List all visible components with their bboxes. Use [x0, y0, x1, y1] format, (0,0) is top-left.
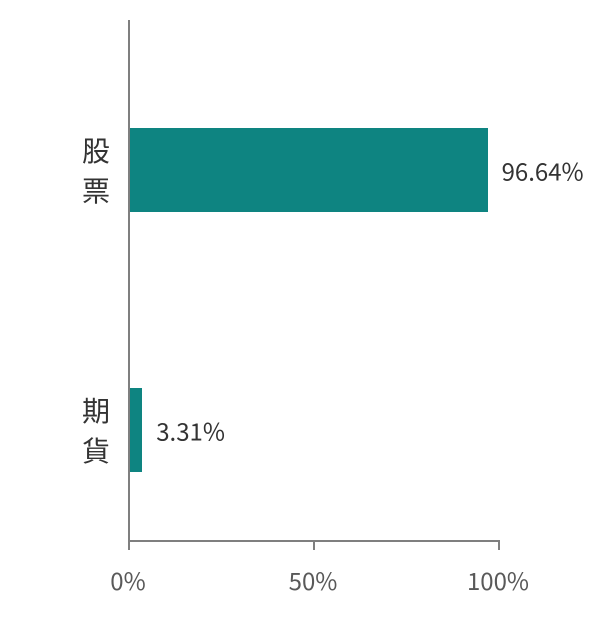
value-label: 96.64%	[502, 153, 584, 188]
bar	[130, 388, 142, 472]
value-label: 3.31%	[156, 413, 225, 448]
x-axis-tick	[498, 540, 500, 550]
x-axis-tick	[128, 540, 130, 550]
bar	[130, 128, 488, 212]
category-label: 股票	[82, 130, 110, 210]
allocation-bar-chart: 0% 50% 100% 股票 96.64% 期貨 3.31%	[0, 0, 609, 634]
x-axis-tick-label: 0%	[110, 562, 145, 597]
category-label: 期貨	[82, 390, 110, 470]
x-axis-tick	[313, 540, 315, 550]
x-axis-tick-label: 50%	[289, 562, 338, 597]
plot-area: 0%50%100%股票96.64%期貨3.31%	[128, 20, 498, 540]
x-axis-tick-label: 100%	[467, 562, 529, 597]
